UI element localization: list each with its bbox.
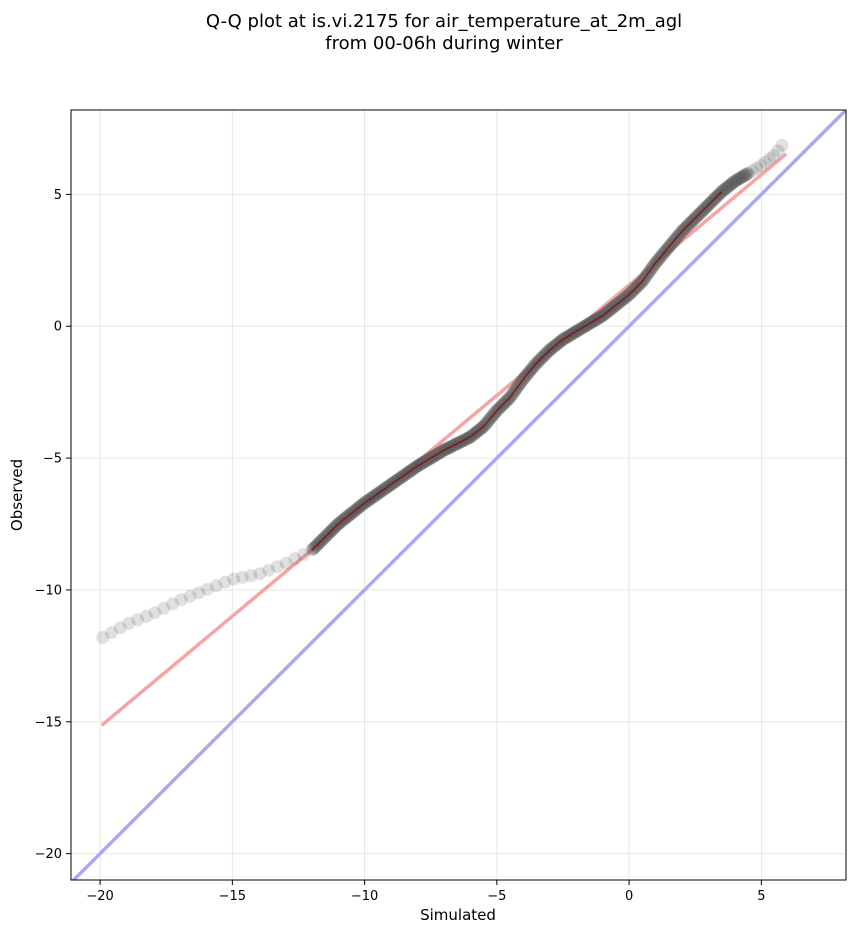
y-tick-label: −10 xyxy=(35,583,62,598)
data-point xyxy=(728,174,742,188)
data-point xyxy=(738,168,752,182)
data-point xyxy=(227,572,241,586)
data-point xyxy=(148,606,162,620)
data-point xyxy=(166,597,180,611)
data-point xyxy=(721,180,735,194)
data-point xyxy=(218,575,232,589)
data-point xyxy=(762,152,776,166)
data-point xyxy=(736,170,750,183)
data-point xyxy=(754,159,768,173)
x-tick-label: −5 xyxy=(487,889,506,904)
x-tick-label: −15 xyxy=(219,889,246,904)
data-point xyxy=(192,586,206,600)
data-point xyxy=(730,173,744,187)
data-points xyxy=(96,138,789,644)
data-point xyxy=(739,167,753,181)
data-point xyxy=(183,589,197,603)
data-point xyxy=(727,175,740,189)
data-point xyxy=(270,560,284,574)
x-axis-label: Simulated xyxy=(420,906,496,924)
data-point xyxy=(105,626,118,640)
data-point xyxy=(731,172,745,186)
data-point xyxy=(113,621,127,635)
chart-title: Q-Q plot at is.vi.2175 for air_temperatu… xyxy=(206,11,682,32)
y-tick-label: −20 xyxy=(35,847,62,862)
plot-frame xyxy=(70,109,847,881)
data-point xyxy=(244,569,258,583)
data-point xyxy=(729,173,743,187)
data-point xyxy=(775,138,789,152)
data-point xyxy=(96,630,110,644)
data-point xyxy=(201,582,214,596)
center-line xyxy=(311,191,723,551)
data-point xyxy=(734,171,748,185)
data-point xyxy=(209,579,223,593)
data-point xyxy=(131,613,145,627)
x-tick-label: −20 xyxy=(86,889,113,904)
data-point xyxy=(746,164,759,178)
data-point xyxy=(288,552,302,566)
data-point xyxy=(726,176,739,190)
identity-line xyxy=(71,110,846,880)
data-point xyxy=(727,175,741,189)
data-point xyxy=(722,179,736,193)
data-point xyxy=(720,181,734,194)
data-point xyxy=(297,548,310,561)
data-point xyxy=(758,155,772,169)
y-axis-label: Observed xyxy=(8,459,26,531)
x-axis: −20 −15 −10 −5 0 5 xyxy=(86,880,765,904)
data-point xyxy=(235,570,249,584)
data-point xyxy=(733,171,747,185)
x-tick-label: −10 xyxy=(351,889,378,904)
data-point xyxy=(723,178,737,192)
data-point xyxy=(737,169,751,183)
data-point xyxy=(740,167,754,181)
data-point xyxy=(739,168,752,182)
y-axis: −20 −15 −10 −5 0 5 xyxy=(35,188,71,862)
chart-subtitle: from 00-06h during winter xyxy=(325,33,563,54)
data-point xyxy=(750,161,764,175)
data-point xyxy=(724,178,738,192)
y-tick-label: 5 xyxy=(54,188,62,203)
data-point xyxy=(767,149,781,163)
fit-line xyxy=(100,153,787,727)
y-tick-label: 0 xyxy=(54,320,62,335)
data-point xyxy=(725,177,739,191)
data-point xyxy=(174,593,188,607)
data-point xyxy=(741,166,755,180)
data-point xyxy=(732,172,746,186)
data-point xyxy=(157,601,171,615)
data-point xyxy=(735,170,749,184)
grid xyxy=(71,110,846,880)
data-point xyxy=(139,609,153,623)
plot-area xyxy=(71,110,846,880)
data-point xyxy=(262,563,276,577)
data-point xyxy=(279,556,293,570)
x-tick-label: 0 xyxy=(625,889,633,904)
x-tick-label: 5 xyxy=(757,889,765,904)
y-tick-label: −5 xyxy=(43,452,62,467)
data-point xyxy=(771,144,785,158)
data-point xyxy=(719,181,733,195)
y-tick-label: −15 xyxy=(35,715,62,730)
data-point xyxy=(122,616,136,630)
data-point xyxy=(253,567,267,581)
